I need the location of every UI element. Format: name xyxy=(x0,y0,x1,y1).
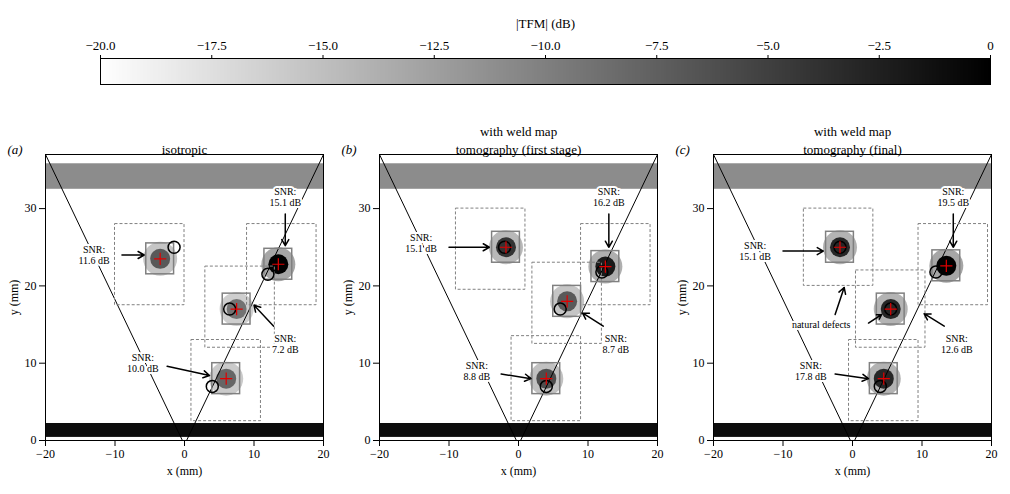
svg-text:y (mm): y (mm) xyxy=(675,280,689,316)
svg-text:10: 10 xyxy=(916,447,928,461)
svg-text:SNR:8.7 dB: SNR:8.7 dB xyxy=(602,333,629,355)
svg-text:20: 20 xyxy=(359,279,371,293)
svg-text:SNR:17.8 dB: SNR:17.8 dB xyxy=(795,360,827,382)
svg-text:tomography (final): tomography (final) xyxy=(803,142,902,157)
svg-text:tomography (first stage): tomography (first stage) xyxy=(456,142,582,157)
svg-text:20: 20 xyxy=(693,279,705,293)
svg-text:20: 20 xyxy=(25,279,37,293)
svg-text:x (mm): x (mm) xyxy=(167,464,203,478)
svg-text:−15.0: −15.0 xyxy=(308,38,338,53)
svg-text:10: 10 xyxy=(582,447,594,461)
svg-text:(a): (a) xyxy=(8,142,23,157)
svg-text:(c): (c) xyxy=(676,142,690,157)
svg-text:0: 0 xyxy=(365,433,371,447)
svg-text:SNR:11.6 dB: SNR:11.6 dB xyxy=(78,244,110,266)
svg-text:SNR:15.1 dB: SNR:15.1 dB xyxy=(739,240,771,262)
svg-text:−20: −20 xyxy=(370,447,389,461)
svg-text:0: 0 xyxy=(850,447,856,461)
svg-text:10: 10 xyxy=(248,447,260,461)
svg-text:x (mm): x (mm) xyxy=(835,464,871,478)
svg-text:with weld map: with weld map xyxy=(814,124,891,139)
svg-text:−2.5: −2.5 xyxy=(867,38,891,53)
svg-text:SNR:15.1 dB: SNR:15.1 dB xyxy=(269,186,301,208)
svg-text:−12.5: −12.5 xyxy=(419,38,449,53)
svg-text:10: 10 xyxy=(693,356,705,370)
svg-text:10: 10 xyxy=(25,356,37,370)
svg-text:20: 20 xyxy=(318,447,330,461)
svg-text:10: 10 xyxy=(359,356,371,370)
svg-text:−20: −20 xyxy=(704,447,723,461)
svg-text:20: 20 xyxy=(986,447,998,461)
svg-text:SNR:16.2 dB: SNR:16.2 dB xyxy=(593,186,625,208)
svg-text:−10.0: −10.0 xyxy=(530,38,560,53)
svg-text:−10: −10 xyxy=(440,447,459,461)
svg-text:−17.5: −17.5 xyxy=(197,38,227,53)
svg-text:SNR:8.8 dB: SNR:8.8 dB xyxy=(463,360,490,382)
svg-text:20: 20 xyxy=(652,447,664,461)
svg-text:0: 0 xyxy=(31,433,37,447)
svg-text:|TFM| (dB): |TFM| (dB) xyxy=(516,16,575,31)
svg-text:SNR:10.0 dB: SNR:10.0 dB xyxy=(127,352,159,374)
svg-text:y (mm): y (mm) xyxy=(7,280,21,316)
svg-text:(b): (b) xyxy=(342,142,357,157)
svg-text:30: 30 xyxy=(359,201,371,215)
svg-text:SNR:15.1 dB: SNR:15.1 dB xyxy=(405,232,437,254)
svg-text:−10: −10 xyxy=(106,447,125,461)
svg-text:−20: −20 xyxy=(36,447,55,461)
svg-text:0: 0 xyxy=(699,433,705,447)
svg-text:−5.0: −5.0 xyxy=(756,38,780,53)
svg-text:−7.5: −7.5 xyxy=(645,38,669,53)
svg-text:0: 0 xyxy=(516,447,522,461)
svg-text:x (mm): x (mm) xyxy=(501,464,537,478)
svg-text:SNR:12.6 dB: SNR:12.6 dB xyxy=(941,333,973,355)
svg-text:30: 30 xyxy=(693,201,705,215)
svg-text:with weld map: with weld map xyxy=(480,124,557,139)
svg-text:natural defects: natural defects xyxy=(792,319,851,330)
svg-text:0: 0 xyxy=(182,447,188,461)
svg-text:−20.0: −20.0 xyxy=(85,38,115,53)
svg-text:SNR:7.2 dB: SNR:7.2 dB xyxy=(272,333,299,355)
svg-text:SNR:19.5 dB: SNR:19.5 dB xyxy=(937,186,969,208)
svg-text:−10: −10 xyxy=(774,447,793,461)
svg-text:0: 0 xyxy=(987,38,994,53)
svg-text:isotropic: isotropic xyxy=(162,142,208,157)
svg-text:y (mm): y (mm) xyxy=(341,280,355,316)
svg-text:30: 30 xyxy=(25,201,37,215)
